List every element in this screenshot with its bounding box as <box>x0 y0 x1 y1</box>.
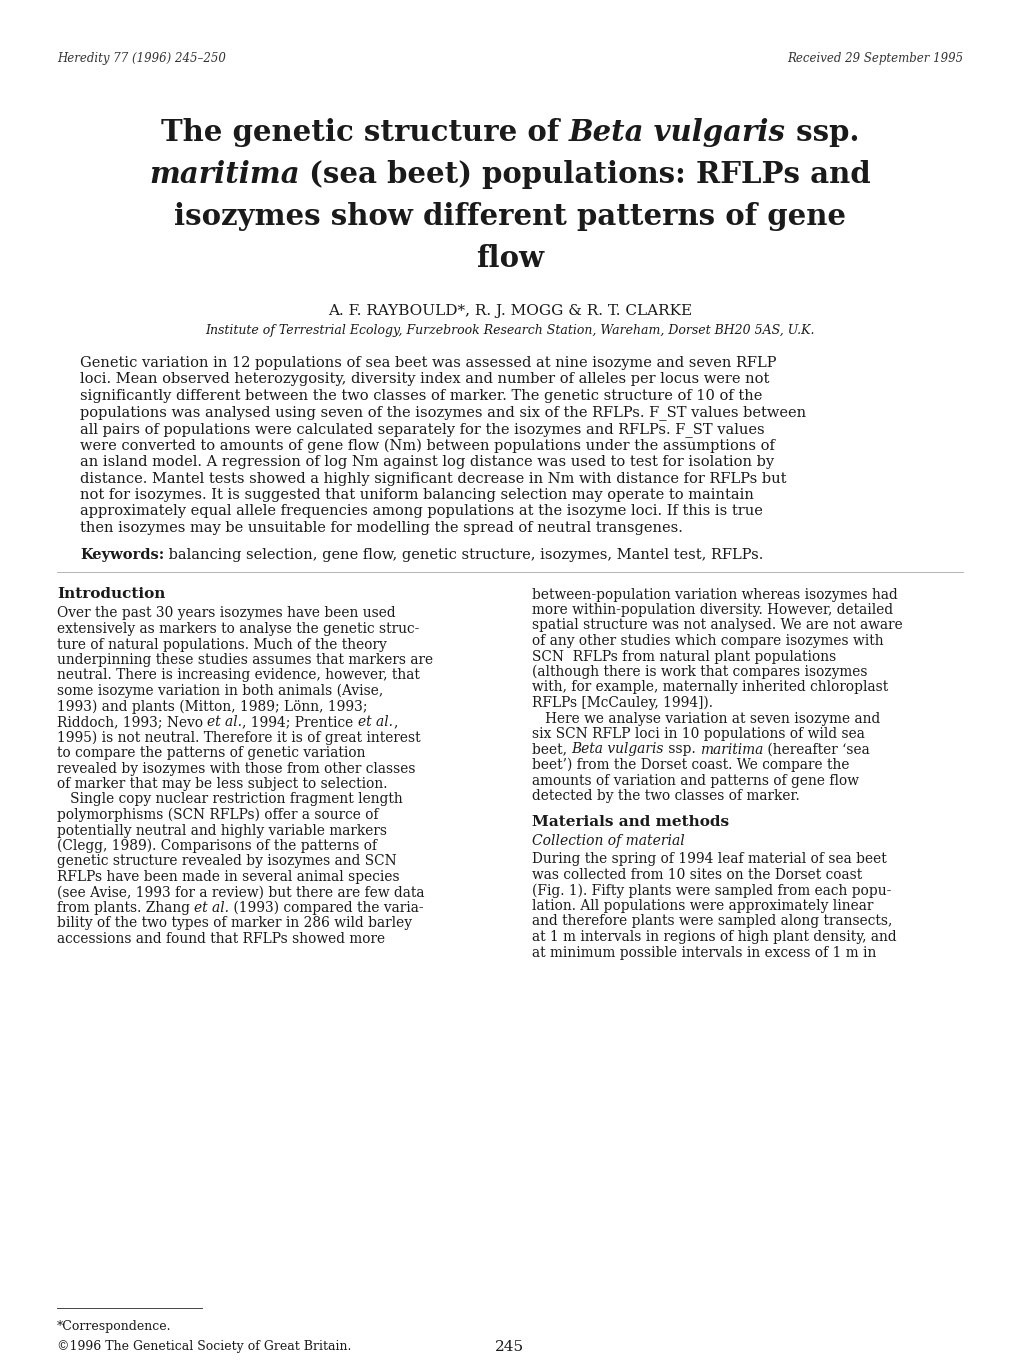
Text: Over the past 30 years isozymes have been used: Over the past 30 years isozymes have bee… <box>57 606 395 621</box>
Text: (Clegg, 1989). Comparisons of the patterns of: (Clegg, 1989). Comparisons of the patter… <box>57 839 377 854</box>
Text: from plants. Zhang: from plants. Zhang <box>57 902 195 915</box>
Text: potentially neutral and highly variable markers: potentially neutral and highly variable … <box>57 824 386 837</box>
Text: ture of natural populations. Much of the theory: ture of natural populations. Much of the… <box>57 637 386 651</box>
Text: et al.: et al. <box>358 715 392 729</box>
Text: 1993) and plants (Mitton, 1989; Lönn, 1993;: 1993) and plants (Mitton, 1989; Lönn, 19… <box>57 699 367 714</box>
Text: at minimum possible intervals in excess of 1 m in: at minimum possible intervals in excess … <box>532 945 875 959</box>
Text: beet,: beet, <box>532 743 571 757</box>
Text: (Fig. 1). Fifty plants were sampled from each popu-: (Fig. 1). Fifty plants were sampled from… <box>532 884 891 897</box>
Text: detected by the two classes of marker.: detected by the two classes of marker. <box>532 789 799 803</box>
Text: Beta vulgaris: Beta vulgaris <box>569 118 785 146</box>
Text: some isozyme variation in both animals (Avise,: some isozyme variation in both animals (… <box>57 684 383 699</box>
Text: isozymes show different patterns of gene: isozymes show different patterns of gene <box>174 202 845 231</box>
Text: 1995) is not neutral. Therefore it is of great interest: 1995) is not neutral. Therefore it is of… <box>57 731 420 746</box>
Text: genetic structure revealed by isozymes and SCN: genetic structure revealed by isozymes a… <box>57 855 396 869</box>
Text: (see Avise, 1993 for a review) but there are few data: (see Avise, 1993 for a review) but there… <box>57 885 424 900</box>
Text: six SCN RFLP loci in 10 populations of wild sea: six SCN RFLP loci in 10 populations of w… <box>532 726 864 741</box>
Text: an island model. A regression of log Nm against log distance was used to test fo: an island model. A regression of log Nm … <box>79 456 773 469</box>
Text: ,: , <box>392 715 397 729</box>
Text: Collection of material: Collection of material <box>532 834 684 848</box>
Text: and therefore plants were sampled along transects,: and therefore plants were sampled along … <box>532 914 892 929</box>
Text: more within-population diversity. However, detailed: more within-population diversity. Howeve… <box>532 603 893 617</box>
Text: of marker that may be less subject to selection.: of marker that may be less subject to se… <box>57 777 387 791</box>
Text: Genetic variation in 12 populations of sea beet was assessed at nine isozyme and: Genetic variation in 12 populations of s… <box>79 356 775 369</box>
Text: A. F. RAYBOULD*, R. J. MOGG & R. T. CLARKE: A. F. RAYBOULD*, R. J. MOGG & R. T. CLAR… <box>328 304 691 317</box>
Text: polymorphisms (SCN RFLPs) offer a source of: polymorphisms (SCN RFLPs) offer a source… <box>57 808 378 822</box>
Text: revealed by isozymes with those from other classes: revealed by isozymes with those from oth… <box>57 762 415 776</box>
Text: Here we analyse variation at seven isozyme and: Here we analyse variation at seven isozy… <box>532 711 879 725</box>
Text: all pairs of populations were calculated separately for the isozymes and RFLPs. : all pairs of populations were calculated… <box>79 421 764 436</box>
Text: Received 29 September 1995: Received 29 September 1995 <box>786 52 962 66</box>
Text: , 1994; Prentice: , 1994; Prentice <box>243 715 358 729</box>
Text: RFLPs [McCauley, 1994]).: RFLPs [McCauley, 1994]). <box>532 696 712 710</box>
Text: ssp.: ssp. <box>663 743 699 757</box>
Text: of any other studies which compare isozymes with: of any other studies which compare isozy… <box>532 633 882 648</box>
Text: lation. All populations were approximately linear: lation. All populations were approximate… <box>532 899 872 912</box>
Text: RFLPs have been made in several animal species: RFLPs have been made in several animal s… <box>57 870 399 884</box>
Text: extensively as markers to analyse the genetic struc-: extensively as markers to analyse the ge… <box>57 622 419 636</box>
Text: (sea beet) populations: RFLPs and: (sea beet) populations: RFLPs and <box>300 160 870 189</box>
Text: (although there is work that compares isozymes: (although there is work that compares is… <box>532 665 866 680</box>
Text: Heredity 77 (1996) 245–250: Heredity 77 (1996) 245–250 <box>57 52 225 66</box>
Text: distance. Mantel tests showed a highly significant decrease in Nm with distance : distance. Mantel tests showed a highly s… <box>79 472 786 486</box>
Text: to compare the patterns of genetic variation: to compare the patterns of genetic varia… <box>57 746 365 761</box>
Text: Materials and methods: Materials and methods <box>532 814 729 829</box>
Text: During the spring of 1994 leaf material of sea beet: During the spring of 1994 leaf material … <box>532 852 886 866</box>
Text: Institute of Terrestrial Ecology, Furzebrook Research Station, Wareham, Dorset B: Institute of Terrestrial Ecology, Furzeb… <box>205 324 814 337</box>
Text: at 1 m intervals in regions of high plant density, and: at 1 m intervals in regions of high plan… <box>532 930 896 944</box>
Text: maritima: maritima <box>149 160 300 189</box>
Text: et al.: et al. <box>207 715 243 729</box>
Text: loci. Mean observed heterozygosity, diversity index and number of alleles per lo: loci. Mean observed heterozygosity, dive… <box>79 372 768 387</box>
Text: were converted to amounts of gene flow (Nm) between populations under the assump: were converted to amounts of gene flow (… <box>79 439 774 453</box>
Text: SCN  RFLPs from natural plant populations: SCN RFLPs from natural plant populations <box>532 650 836 663</box>
Text: neutral. There is increasing evidence, however, that: neutral. There is increasing evidence, h… <box>57 669 420 683</box>
Text: approximately equal allele frequencies among populations at the isozyme loci. If: approximately equal allele frequencies a… <box>79 505 762 518</box>
Text: was collected from 10 sites on the Dorset coast: was collected from 10 sites on the Dorse… <box>532 869 861 882</box>
Text: not for isozymes. It is suggested that uniform balancing selection may operate t: not for isozymes. It is suggested that u… <box>79 488 753 502</box>
Text: then isozymes may be unsuitable for modelling the spread of neutral transgenes.: then isozymes may be unsuitable for mode… <box>79 521 682 535</box>
Text: balancing selection, gene flow, genetic structure, isozymes, Mantel test, RFLPs.: balancing selection, gene flow, genetic … <box>164 547 763 561</box>
Text: Riddoch, 1993; Nevo: Riddoch, 1993; Nevo <box>57 715 207 729</box>
Text: between-population variation whereas isozymes had: between-population variation whereas iso… <box>532 587 897 602</box>
Text: populations was analysed using seven of the isozymes and six of the RFLPs. F_ST : populations was analysed using seven of … <box>79 405 805 420</box>
Text: flow: flow <box>476 244 543 274</box>
Text: accessions and found that RFLPs showed more: accessions and found that RFLPs showed m… <box>57 932 385 947</box>
Text: spatial structure was not analysed. We are not aware: spatial structure was not analysed. We a… <box>532 618 902 632</box>
Text: Single copy nuclear restriction fragment length: Single copy nuclear restriction fragment… <box>57 792 403 807</box>
Text: beet’) from the Dorset coast. We compare the: beet’) from the Dorset coast. We compare… <box>532 758 849 773</box>
Text: bility of the two types of marker in 286 wild barley: bility of the two types of marker in 286… <box>57 917 412 930</box>
Text: 245: 245 <box>495 1341 524 1354</box>
Text: Introduction: Introduction <box>57 587 165 602</box>
Text: ssp.: ssp. <box>785 118 859 146</box>
Text: (1993) compared the varia-: (1993) compared the varia- <box>229 902 424 915</box>
Text: et al.: et al. <box>195 902 229 915</box>
Text: Keywords:: Keywords: <box>79 547 164 561</box>
Text: The genetic structure of: The genetic structure of <box>160 118 569 146</box>
Text: underpinning these studies assumes that markers are: underpinning these studies assumes that … <box>57 653 433 668</box>
Text: Beta vulgaris: Beta vulgaris <box>571 743 663 757</box>
Text: amounts of variation and patterns of gene flow: amounts of variation and patterns of gen… <box>532 773 858 788</box>
Text: with, for example, maternally inherited chloroplast: with, for example, maternally inherited … <box>532 680 888 695</box>
Text: significantly different between the two classes of marker. The genetic structure: significantly different between the two … <box>79 389 761 404</box>
Text: *Correspondence.: *Correspondence. <box>57 1320 171 1332</box>
Text: ©1996 The Genetical Society of Great Britain.: ©1996 The Genetical Society of Great Bri… <box>57 1341 351 1353</box>
Text: (hereafter ‘sea: (hereafter ‘sea <box>762 743 869 757</box>
Text: maritima: maritima <box>699 743 762 757</box>
